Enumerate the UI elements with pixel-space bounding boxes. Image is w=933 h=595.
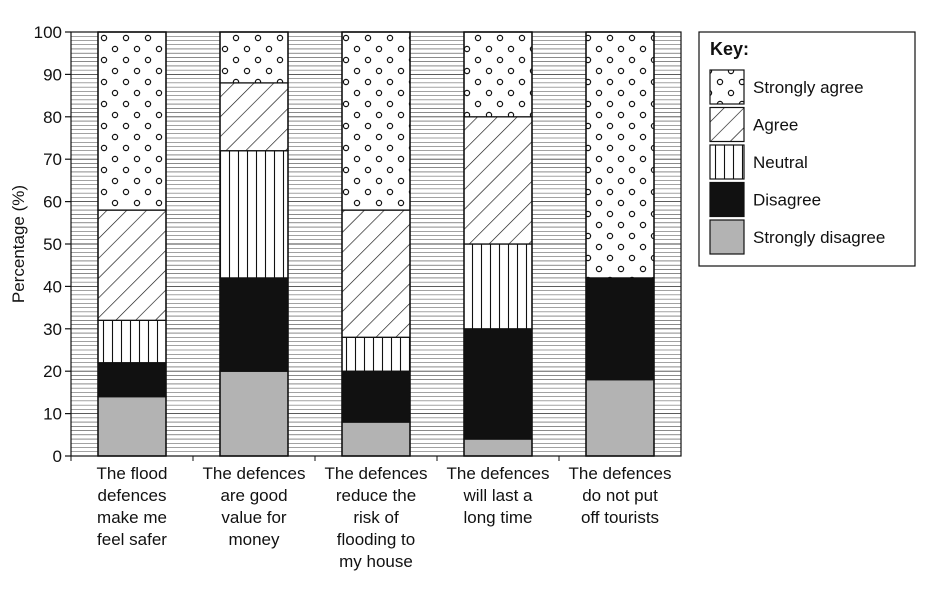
bar-segment-neutral <box>219 150 289 279</box>
x-category-label: The defences will last a long time <box>446 464 549 527</box>
bar-stack <box>463 31 533 457</box>
legend-item-neutral: Neutral <box>709 144 808 180</box>
bars <box>97 31 655 457</box>
y-axis-title: Percentage (%) <box>9 185 28 303</box>
legend-swatch <box>709 181 745 218</box>
bar-stack <box>341 31 411 457</box>
y-tick-label: 10 <box>43 405 62 424</box>
bar-segment-agree <box>219 82 289 152</box>
legend-item-disagree: Disagree <box>709 181 821 218</box>
x-category-label: The flood defences make me feel safer <box>97 464 168 549</box>
bar-segment-disagree <box>463 328 533 440</box>
bar-segment-strongly-agree <box>97 31 167 211</box>
legend-label: Neutral <box>753 153 808 172</box>
legend-items: Strongly agree Agree Neutral Disagree Strong… <box>709 69 885 255</box>
y-tick-label: 90 <box>43 65 62 84</box>
y-tick-label: 100 <box>34 23 62 42</box>
legend-item-agree: Agree <box>709 106 798 143</box>
bar-segment-strongly-agree <box>219 31 289 84</box>
legend-title: Key: <box>710 39 749 59</box>
y-tick-label: 70 <box>43 150 62 169</box>
y-tick-label: 80 <box>43 108 62 127</box>
bar-segment-agree <box>97 209 167 321</box>
bar-segment-neutral <box>463 243 533 330</box>
bar-segment-agree <box>341 209 411 338</box>
legend-item-strongly-agree: Strongly agree <box>709 69 864 105</box>
bar-segment-strongly-disagree <box>463 438 533 457</box>
bar-segment-disagree <box>219 277 289 372</box>
bar-stack <box>585 31 655 457</box>
bar-segment-disagree <box>97 362 167 398</box>
y-tick-label: 0 <box>53 447 62 466</box>
legend: Key: Strongly agreeAgreeNeutralDisagreeS… <box>698 31 916 267</box>
bar-segment-strongly-disagree <box>585 379 655 457</box>
bar-segment-disagree <box>585 277 655 381</box>
bar-stack <box>219 31 289 457</box>
y-tick-label: 20 <box>43 362 62 381</box>
bar-segment-strongly-disagree <box>341 421 411 457</box>
bar-segment-strongly-agree <box>463 31 533 118</box>
x-category-label: The defences do not put off tourists <box>568 464 671 527</box>
x-category-label: The defences reduce the risk of flooding to… <box>324 464 427 571</box>
x-axis: The flood defences make me feel safer The de… <box>70 456 672 571</box>
plot-area <box>70 31 682 457</box>
legend-label: Disagree <box>753 191 821 210</box>
y-tick-label: 60 <box>43 193 62 212</box>
y-tick-label: 40 <box>43 277 62 296</box>
bar-segment-strongly-disagree <box>97 395 167 457</box>
y-tick-label: 50 <box>43 235 62 254</box>
legend-label: Strongly disagree <box>753 228 885 247</box>
bar-segment-disagree <box>341 370 411 423</box>
legend-label: Agree <box>753 116 798 135</box>
bar-segment-neutral <box>341 336 411 372</box>
bar-segment-strongly-disagree <box>219 370 289 457</box>
legend-label: Strongly agree <box>753 78 864 97</box>
bar-segment-strongly-agree <box>585 31 655 279</box>
bar-segment-agree <box>463 116 533 245</box>
legend-swatch <box>709 219 745 255</box>
legend-swatch <box>709 106 745 143</box>
bar-segment-neutral <box>97 319 167 364</box>
legend-swatch <box>709 69 745 105</box>
bar-segment-strongly-agree <box>341 31 411 211</box>
y-tick-label: 30 <box>43 320 62 339</box>
y-axis: 0 10 20 30 40 50 60 70 80 90 100 <box>34 23 71 466</box>
x-category-label: The defences are good value for money <box>202 464 305 549</box>
legend-item-strongly-disagree: Strongly disagree <box>709 219 885 255</box>
legend-swatch <box>709 144 745 180</box>
bar-stack <box>97 31 167 457</box>
